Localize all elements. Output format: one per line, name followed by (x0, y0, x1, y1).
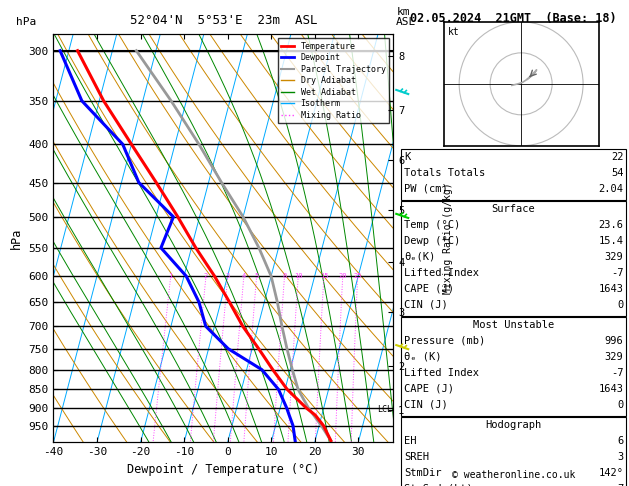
Text: 8: 8 (282, 273, 287, 279)
Text: CAPE (J): CAPE (J) (404, 284, 454, 294)
Text: hPa: hPa (16, 17, 36, 27)
Text: Totals Totals: Totals Totals (404, 168, 486, 178)
Text: Pressure (mb): Pressure (mb) (404, 336, 486, 346)
Text: CIN (J): CIN (J) (404, 300, 448, 310)
Text: 0: 0 (617, 300, 623, 310)
Text: 329: 329 (604, 352, 623, 362)
Text: 20: 20 (338, 273, 347, 279)
Text: Lifted Index: Lifted Index (404, 268, 479, 278)
Text: PW (cm): PW (cm) (404, 184, 448, 194)
Text: 52°04'N  5°53'E  23m  ASL: 52°04'N 5°53'E 23m ASL (130, 14, 317, 27)
Text: 142°: 142° (598, 468, 623, 478)
Text: kt: kt (448, 27, 460, 37)
Text: Temp (°C): Temp (°C) (404, 220, 460, 230)
Text: 02.05.2024  21GMT  (Base: 18): 02.05.2024 21GMT (Base: 18) (410, 12, 617, 25)
Legend: Temperature, Dewpoint, Parcel Trajectory, Dry Adiabat, Wet Adiabat, Isotherm, Mi: Temperature, Dewpoint, Parcel Trajectory… (278, 38, 389, 123)
Text: 2.04: 2.04 (598, 184, 623, 194)
Text: -7: -7 (611, 368, 623, 378)
Text: Surface: Surface (492, 204, 535, 214)
Text: Lifted Index: Lifted Index (404, 368, 479, 378)
Y-axis label: Mixing Ratio (g/kg): Mixing Ratio (g/kg) (443, 182, 453, 294)
Text: 1643: 1643 (598, 384, 623, 394)
Text: 1: 1 (169, 273, 173, 279)
Text: 7: 7 (617, 484, 623, 486)
Text: θₑ(K): θₑ(K) (404, 252, 436, 262)
Text: 329: 329 (604, 252, 623, 262)
Text: K: K (404, 152, 411, 162)
Text: SREH: SREH (404, 452, 430, 462)
Text: CIN (J): CIN (J) (404, 400, 448, 410)
Text: EH: EH (404, 436, 417, 446)
Text: -7: -7 (611, 268, 623, 278)
Text: StmDir: StmDir (404, 468, 442, 478)
Text: 3: 3 (617, 452, 623, 462)
Text: θₑ (K): θₑ (K) (404, 352, 442, 362)
Text: 25: 25 (353, 273, 362, 279)
Text: 54: 54 (611, 168, 623, 178)
Text: 6: 6 (617, 436, 623, 446)
Text: 22: 22 (611, 152, 623, 162)
Text: 23.6: 23.6 (598, 220, 623, 230)
Text: km
ASL: km ASL (396, 7, 416, 27)
Text: Hodograph: Hodograph (486, 420, 542, 430)
Text: 3: 3 (226, 273, 230, 279)
Text: 5: 5 (255, 273, 259, 279)
Y-axis label: hPa: hPa (10, 227, 23, 249)
Text: StmSpd (kt): StmSpd (kt) (404, 484, 473, 486)
Text: 1643: 1643 (598, 284, 623, 294)
Text: © weatheronline.co.uk: © weatheronline.co.uk (452, 470, 576, 480)
Text: 10: 10 (294, 273, 303, 279)
Text: Dewp (°C): Dewp (°C) (404, 236, 460, 246)
Text: 2: 2 (204, 273, 208, 279)
Text: 15: 15 (320, 273, 328, 279)
Text: LCL: LCL (377, 405, 392, 414)
Text: CAPE (J): CAPE (J) (404, 384, 454, 394)
X-axis label: Dewpoint / Temperature (°C): Dewpoint / Temperature (°C) (127, 463, 320, 476)
Text: 4: 4 (242, 273, 246, 279)
Text: 15.4: 15.4 (598, 236, 623, 246)
Text: 996: 996 (604, 336, 623, 346)
Text: Most Unstable: Most Unstable (473, 320, 554, 330)
Text: 0: 0 (617, 400, 623, 410)
